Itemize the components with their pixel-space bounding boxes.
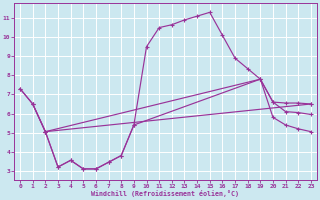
X-axis label: Windchill (Refroidissement éolien,°C): Windchill (Refroidissement éolien,°C) [92, 190, 239, 197]
